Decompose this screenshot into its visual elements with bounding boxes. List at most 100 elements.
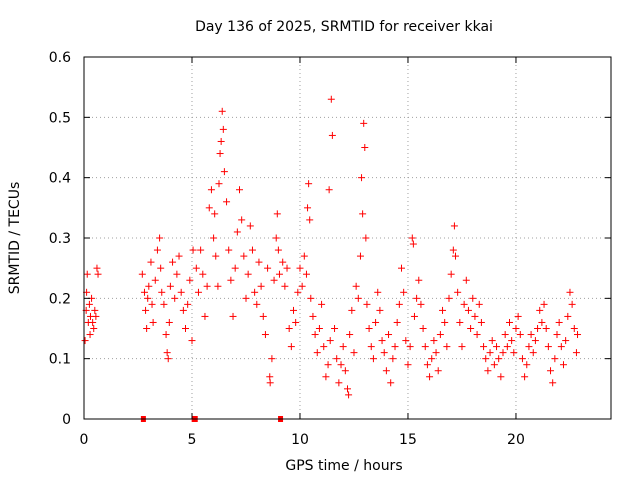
data-point bbox=[328, 131, 336, 139]
data-point bbox=[514, 312, 522, 320]
data-point bbox=[211, 210, 219, 218]
data-point bbox=[557, 343, 565, 351]
data-point bbox=[223, 198, 231, 206]
data-point bbox=[318, 300, 326, 308]
data-point bbox=[313, 349, 321, 357]
data-point bbox=[486, 349, 494, 357]
x-tick-label: 10 bbox=[291, 432, 309, 448]
data-point bbox=[268, 355, 276, 363]
data-point bbox=[215, 180, 223, 188]
data-point bbox=[443, 343, 451, 351]
data-point bbox=[175, 252, 183, 260]
data-point bbox=[166, 282, 174, 290]
data-point bbox=[148, 300, 156, 308]
y-axis-label: SRMTID / TECUs bbox=[7, 182, 23, 295]
data-point bbox=[566, 288, 574, 296]
data-point bbox=[311, 331, 319, 339]
data-point bbox=[426, 373, 434, 381]
data-point bbox=[194, 288, 202, 296]
data-point bbox=[547, 367, 555, 375]
y-tick-label: 0.3 bbox=[49, 231, 71, 247]
data-point bbox=[197, 246, 205, 254]
data-point bbox=[367, 343, 375, 351]
data-point bbox=[302, 270, 310, 278]
data-point bbox=[350, 349, 358, 357]
data-point bbox=[436, 331, 444, 339]
data-point bbox=[400, 288, 408, 296]
data-point bbox=[549, 379, 557, 387]
data-point bbox=[242, 294, 250, 302]
data-point bbox=[488, 337, 496, 345]
data-point bbox=[421, 343, 429, 351]
data-point bbox=[287, 343, 295, 351]
data-point bbox=[378, 337, 386, 345]
data-point bbox=[292, 318, 300, 326]
data-point bbox=[508, 337, 516, 345]
data-point bbox=[212, 252, 220, 260]
data-point bbox=[164, 355, 172, 363]
y-tick-label: 0.4 bbox=[49, 171, 71, 187]
data-point bbox=[469, 294, 477, 302]
data-point bbox=[210, 234, 218, 242]
data-point bbox=[482, 355, 490, 363]
y-tick-label: 0.2 bbox=[49, 291, 71, 307]
data-point bbox=[525, 343, 533, 351]
data-point bbox=[93, 264, 101, 272]
data-point bbox=[233, 228, 241, 236]
y-tick-label: 0 bbox=[62, 412, 71, 428]
data-point bbox=[363, 300, 371, 308]
data-point bbox=[397, 264, 405, 272]
data-point bbox=[445, 294, 453, 302]
data-point bbox=[205, 204, 213, 212]
data-point bbox=[225, 246, 233, 254]
data-point bbox=[456, 318, 464, 326]
data-point bbox=[531, 337, 539, 345]
data-point bbox=[86, 331, 94, 339]
data-point bbox=[467, 325, 475, 332]
data-point bbox=[300, 252, 308, 260]
data-point bbox=[510, 349, 518, 357]
x-tick-label: 5 bbox=[188, 432, 197, 448]
chart-title: Day 136 of 2025, SRMTID for receiver kka… bbox=[195, 19, 493, 35]
data-point bbox=[186, 276, 194, 284]
data-point bbox=[207, 186, 215, 194]
data-point bbox=[257, 282, 265, 290]
data-point bbox=[149, 318, 157, 326]
data-point bbox=[335, 379, 343, 387]
data-point bbox=[409, 240, 417, 248]
data-point bbox=[192, 264, 200, 272]
data-point bbox=[189, 246, 197, 254]
data-point bbox=[255, 258, 263, 266]
data-point bbox=[217, 137, 225, 145]
data-point bbox=[374, 288, 382, 296]
data-point bbox=[231, 264, 239, 272]
data-marks bbox=[81, 95, 582, 422]
data-point bbox=[157, 264, 165, 272]
data-point bbox=[315, 325, 323, 332]
data-point bbox=[568, 300, 576, 308]
x-tick-label: 15 bbox=[399, 432, 417, 448]
data-point bbox=[356, 252, 364, 260]
data-point bbox=[439, 306, 447, 314]
data-point bbox=[564, 312, 572, 320]
data-point bbox=[428, 355, 436, 363]
data-point bbox=[177, 288, 185, 296]
data-point bbox=[380, 349, 388, 357]
data-point bbox=[251, 288, 259, 296]
x-tick-label: 0 bbox=[80, 432, 89, 448]
data-point bbox=[344, 385, 351, 393]
data-point bbox=[495, 355, 503, 363]
data-point bbox=[156, 234, 164, 242]
data-point bbox=[464, 306, 472, 314]
data-point bbox=[542, 325, 550, 332]
data-point bbox=[294, 288, 302, 296]
grid bbox=[84, 57, 611, 419]
data-point bbox=[218, 107, 226, 115]
data-point bbox=[279, 258, 287, 266]
data-point bbox=[559, 361, 567, 369]
data-point bbox=[179, 306, 187, 314]
data-point bbox=[477, 318, 485, 326]
data-point bbox=[484, 367, 492, 375]
data-point bbox=[169, 258, 177, 266]
data-point bbox=[331, 325, 339, 332]
